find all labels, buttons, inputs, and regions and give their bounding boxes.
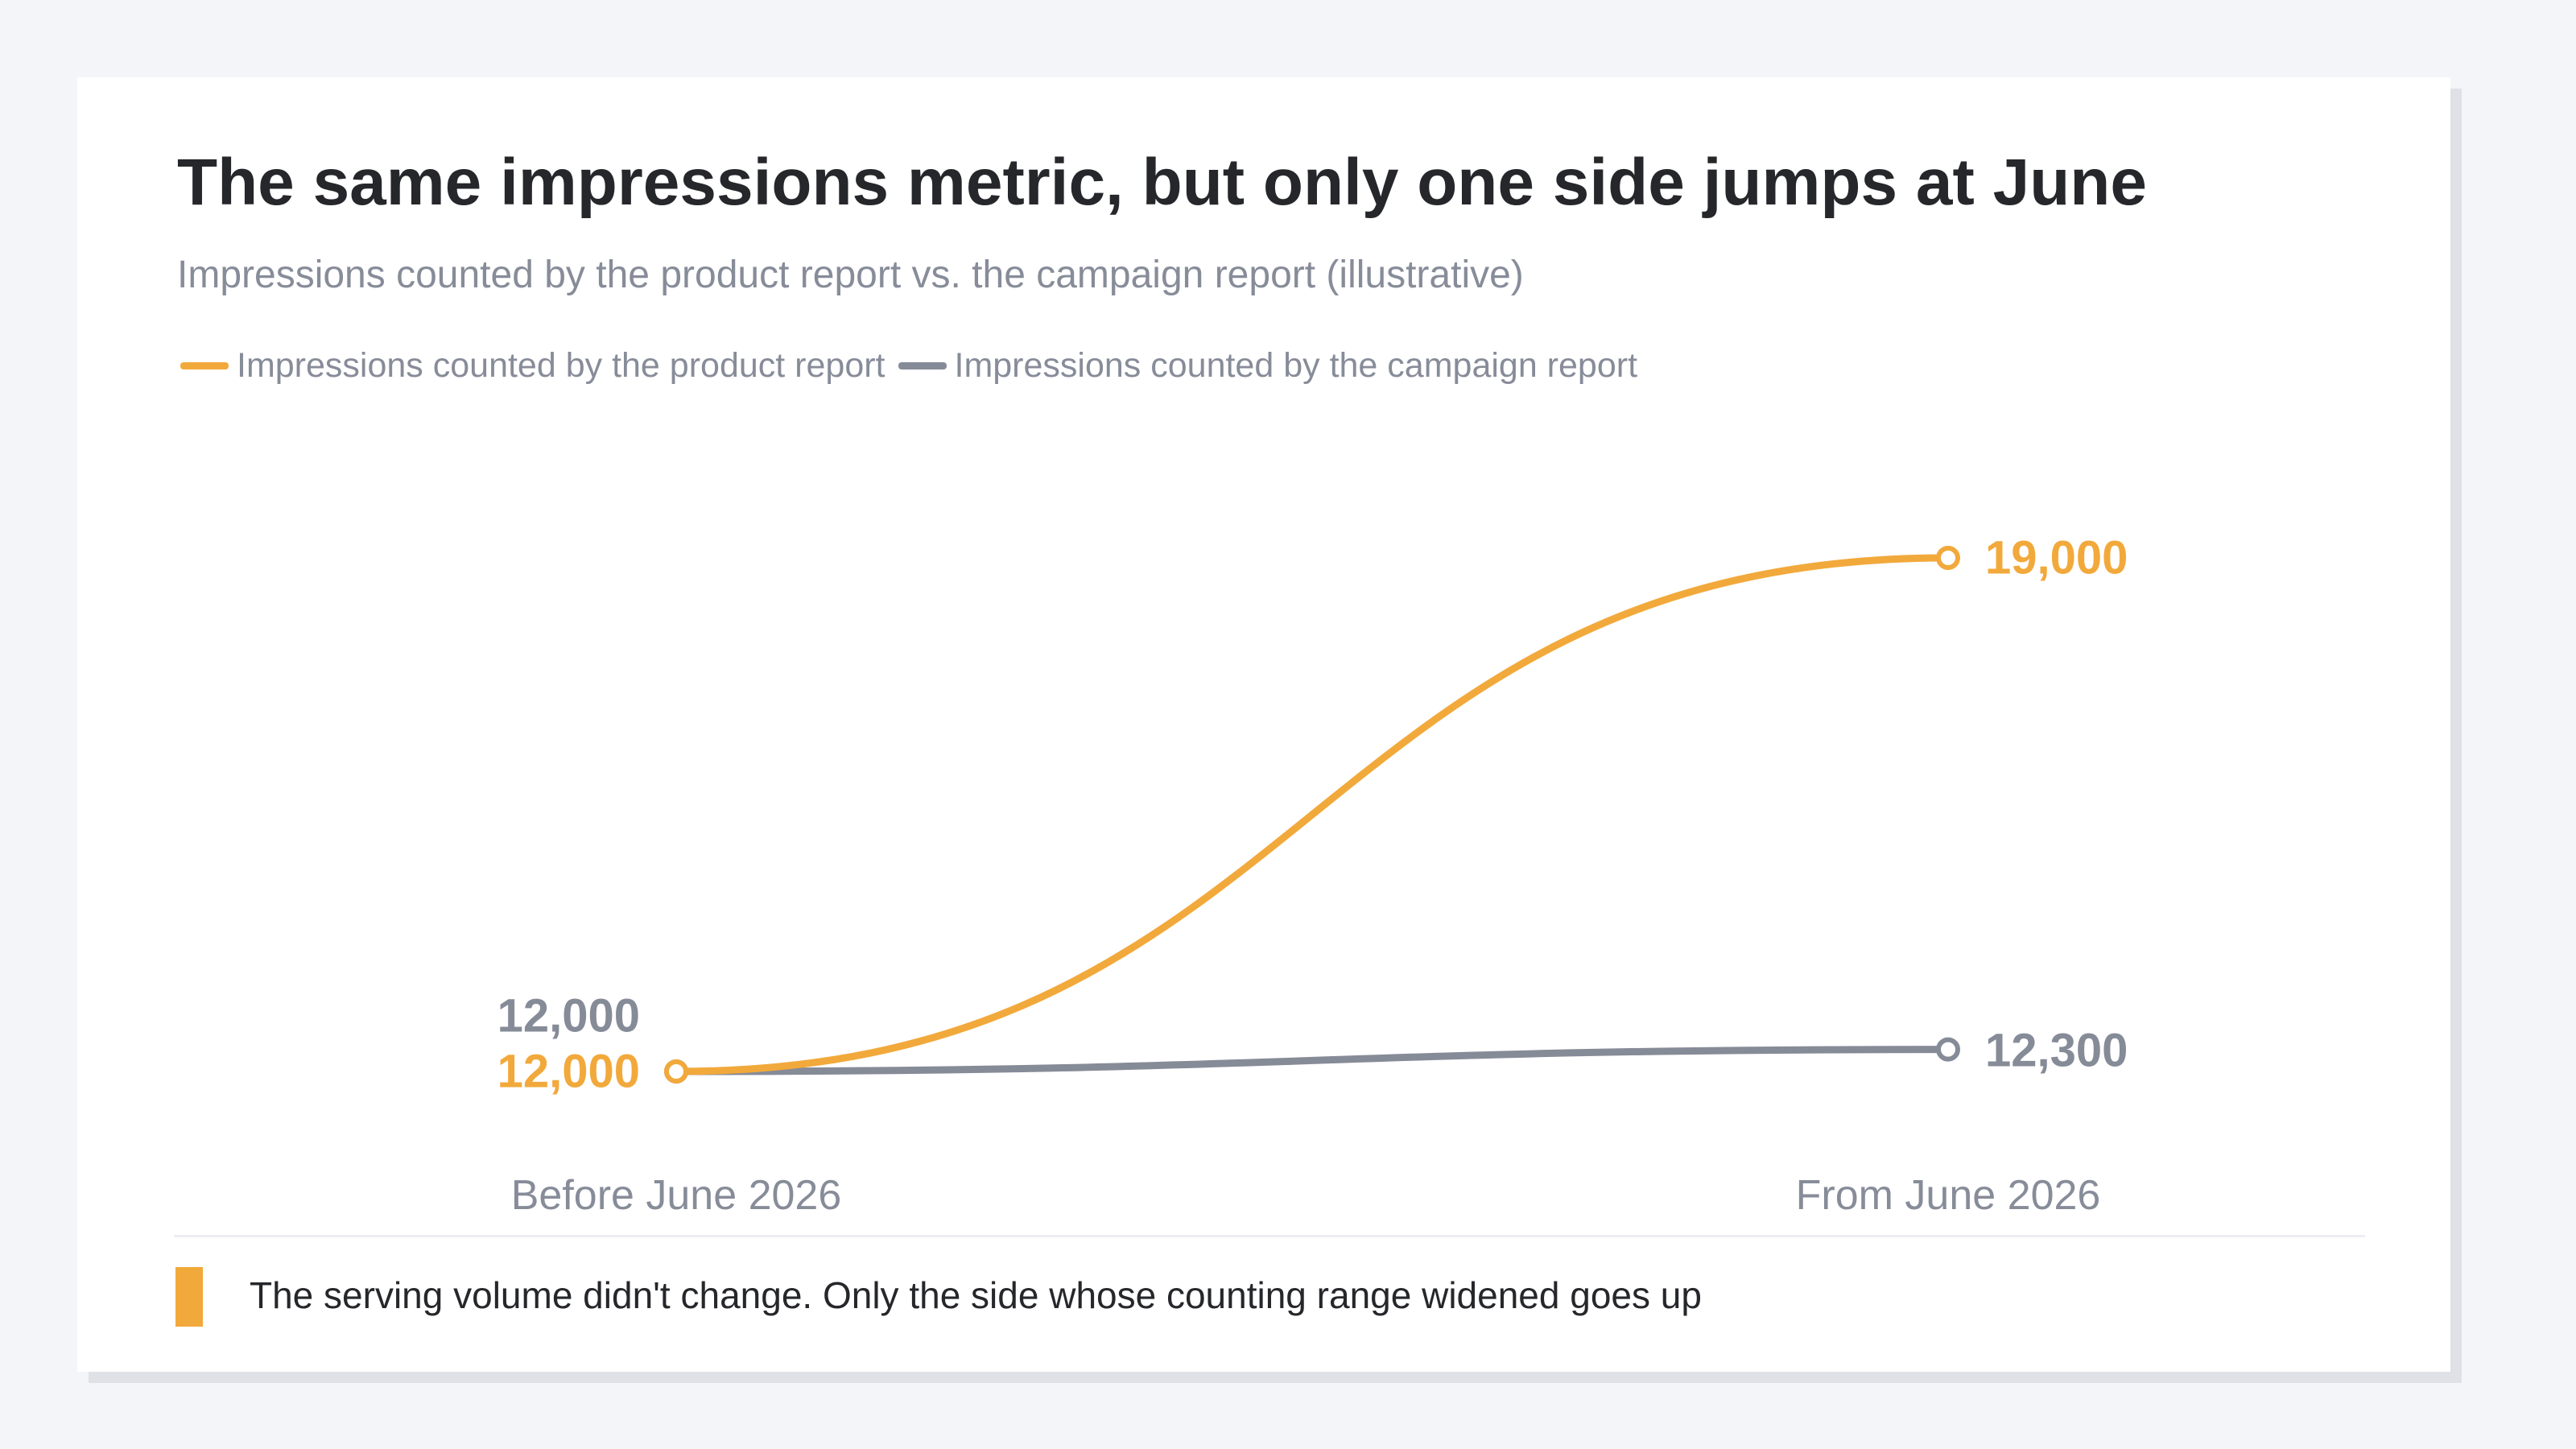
- x-axis-label-1: From June 2026: [1796, 1172, 2101, 1219]
- divider: [174, 1235, 2365, 1237]
- legend-label-campaign: Impressions counted by the campaign repo…: [954, 346, 1638, 385]
- note-accent-bar: [175, 1267, 203, 1327]
- value-label-product-0: 12,000: [497, 1046, 640, 1098]
- chart-card: The same impressions metric, but only on…: [77, 77, 2450, 1372]
- value-label-campaign-1: 12,300: [1985, 1025, 2128, 1077]
- point-marker-campaign-1: [1936, 1037, 1960, 1062]
- series-line-campaign: [672, 1046, 1952, 1075]
- footnote: The serving volume didn't change. Only t…: [250, 1274, 1702, 1316]
- chart-title: The same impressions metric, but only on…: [177, 146, 2147, 219]
- chart-subtitle: Impressions counted by the product repor…: [177, 254, 1524, 296]
- point-marker-product-1: [1936, 546, 1960, 570]
- value-label-product-1: 19,000: [1985, 532, 2128, 584]
- legend-label-product: Impressions counted by the product repor…: [237, 346, 886, 385]
- legend-swatch-product: [180, 362, 229, 369]
- legend-item-campaign: Impressions counted by the campaign repo…: [898, 346, 1638, 386]
- series-line-product: [672, 554, 1952, 1075]
- legend: Impressions counted by the product repor…: [180, 346, 1650, 386]
- x-axis-label-0: Before June 2026: [511, 1172, 842, 1219]
- value-label-campaign-0: 12,000: [497, 990, 640, 1042]
- legend-item-product: Impressions counted by the product repor…: [180, 346, 886, 386]
- point-marker-product-0: [664, 1059, 688, 1084]
- legend-swatch-campaign: [898, 362, 947, 369]
